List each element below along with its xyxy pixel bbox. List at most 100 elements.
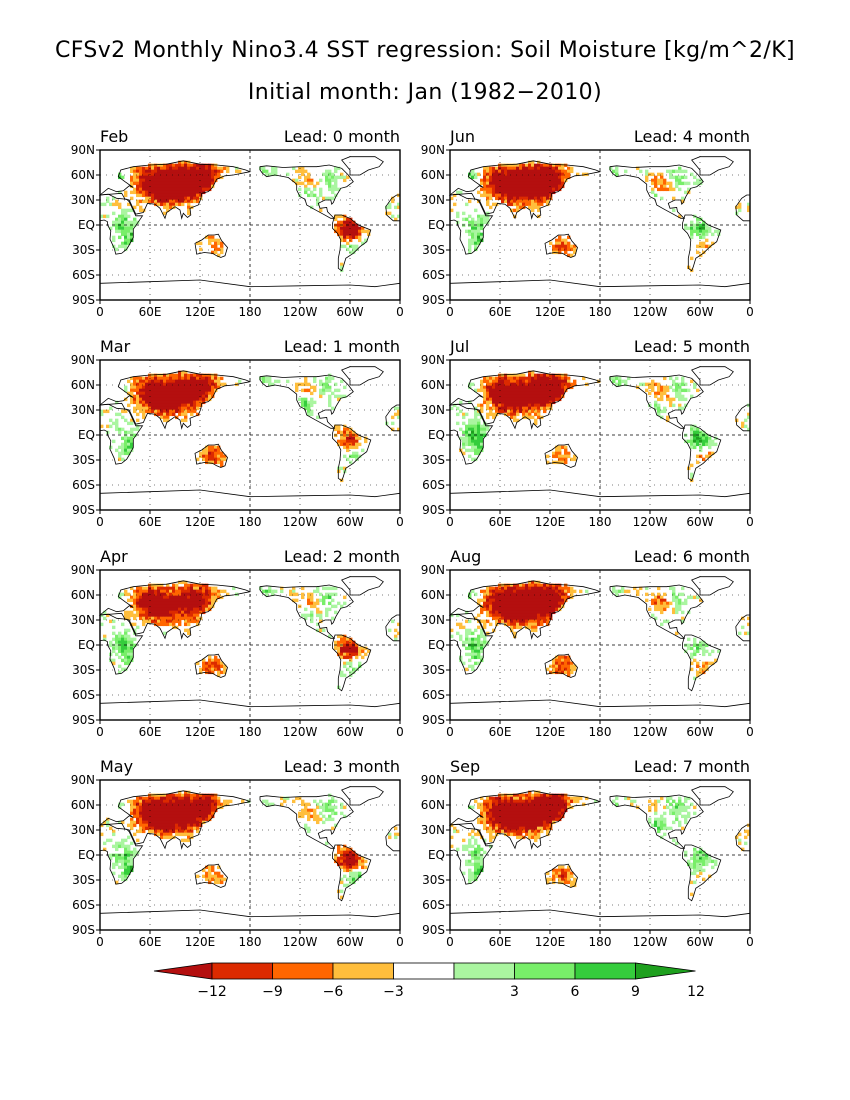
shaded-cell bbox=[163, 184, 167, 189]
shaded-cell bbox=[510, 622, 514, 627]
map-panel-may: 0 60E 120E 180 120W 60W 090N60N30NEQ30S60S90SM… bbox=[71, 757, 404, 949]
shaded-cell bbox=[175, 592, 179, 597]
shaded-cell bbox=[142, 193, 146, 198]
shaded-cell bbox=[459, 655, 463, 660]
shaded-cell bbox=[504, 619, 508, 624]
shaded-cell bbox=[199, 601, 203, 606]
shaded-cell bbox=[322, 805, 326, 810]
shaded-cell bbox=[364, 439, 368, 444]
shaded-cell bbox=[717, 229, 721, 234]
shaded-cell bbox=[708, 451, 712, 456]
shaded-cell bbox=[205, 667, 209, 672]
shaded-cell bbox=[217, 445, 221, 450]
shaded-cell bbox=[118, 226, 122, 231]
shaded-cell bbox=[504, 196, 508, 201]
shaded-cell bbox=[480, 220, 484, 225]
shaded-cell bbox=[313, 193, 317, 198]
shaded-cell bbox=[115, 421, 119, 426]
shaded-cell bbox=[160, 385, 164, 390]
shaded-cell bbox=[549, 385, 553, 390]
shaded-cell bbox=[199, 820, 203, 825]
shaded-cell bbox=[166, 802, 170, 807]
x-tick-label: 60W bbox=[336, 725, 363, 739]
shaded-cell bbox=[513, 583, 517, 588]
shaded-cell bbox=[187, 166, 191, 171]
shaded-cell bbox=[669, 175, 673, 180]
shaded-cell bbox=[747, 622, 751, 627]
shaded-cell bbox=[516, 187, 520, 192]
shaded-cell bbox=[118, 205, 122, 210]
shaded-cell bbox=[160, 607, 164, 612]
shaded-cell bbox=[678, 181, 682, 186]
shaded-cell bbox=[151, 793, 155, 798]
map-panel-jun: 0 60E 120E 180 120W 60W 090N60N30NEQ30S60S90SJ… bbox=[421, 127, 754, 319]
shaded-cell bbox=[573, 379, 577, 384]
shaded-cell bbox=[190, 613, 194, 618]
shaded-cell bbox=[507, 199, 511, 204]
shaded-cell bbox=[148, 589, 152, 594]
shaded-cell bbox=[639, 382, 643, 387]
shaded-cell bbox=[340, 430, 344, 435]
shaded-cell bbox=[172, 808, 176, 813]
shaded-cell bbox=[193, 385, 197, 390]
shaded-cell bbox=[175, 172, 179, 177]
shaded-cell bbox=[474, 409, 478, 414]
shaded-cell bbox=[525, 598, 529, 603]
shaded-cell bbox=[211, 670, 215, 675]
shaded-cell bbox=[486, 187, 490, 192]
shaded-cell bbox=[507, 388, 511, 393]
shaded-cell bbox=[528, 619, 532, 624]
shaded-cell bbox=[681, 616, 685, 621]
shaded-cell bbox=[534, 163, 538, 168]
shaded-cell bbox=[567, 667, 571, 672]
shaded-cell bbox=[663, 607, 667, 612]
shaded-cell bbox=[474, 415, 478, 420]
shaded-cell bbox=[531, 415, 535, 420]
shaded-cell bbox=[175, 826, 179, 831]
shaded-cell bbox=[531, 196, 535, 201]
shaded-cell bbox=[483, 634, 487, 639]
shaded-cell bbox=[307, 178, 311, 183]
shaded-cell bbox=[340, 862, 344, 867]
shaded-cell bbox=[492, 604, 496, 609]
shaded-cell bbox=[127, 448, 131, 453]
shaded-cell bbox=[468, 400, 472, 405]
shaded-cell bbox=[301, 811, 305, 816]
shaded-cell bbox=[133, 802, 137, 807]
shaded-cell bbox=[211, 664, 215, 669]
shaded-cell bbox=[199, 376, 203, 381]
shaded-cell bbox=[151, 397, 155, 402]
shaded-cell bbox=[151, 388, 155, 393]
shaded-cell bbox=[558, 664, 562, 669]
shaded-cell bbox=[480, 640, 484, 645]
shaded-cell bbox=[471, 652, 475, 657]
shaded-cell bbox=[169, 604, 173, 609]
shaded-cell bbox=[217, 241, 221, 246]
shaded-cell bbox=[480, 403, 484, 408]
shaded-cell bbox=[513, 634, 517, 639]
shaded-cell bbox=[154, 199, 158, 204]
shaded-cell bbox=[121, 841, 125, 846]
shaded-cell bbox=[474, 421, 478, 426]
shaded-cell bbox=[501, 595, 505, 600]
shaded-cell bbox=[217, 667, 221, 672]
shaded-cell bbox=[295, 598, 299, 603]
shaded-cell bbox=[112, 202, 116, 207]
shaded-cell bbox=[699, 598, 703, 603]
shaded-cell bbox=[522, 583, 526, 588]
shaded-cell bbox=[702, 244, 706, 249]
shaded-cell bbox=[558, 373, 562, 378]
shaded-cell bbox=[202, 595, 206, 600]
shaded-cell bbox=[193, 187, 197, 192]
shaded-cell bbox=[301, 595, 305, 600]
shaded-cell bbox=[163, 829, 167, 834]
shaded-cell bbox=[507, 586, 511, 591]
shaded-cell bbox=[573, 250, 577, 255]
shaded-cell bbox=[331, 187, 335, 192]
shaded-cell bbox=[154, 400, 158, 405]
shaded-cell bbox=[328, 397, 332, 402]
shaded-cell bbox=[199, 811, 203, 816]
shaded-cell bbox=[552, 601, 556, 606]
shaded-cell bbox=[151, 199, 155, 204]
shaded-cell bbox=[142, 388, 146, 393]
